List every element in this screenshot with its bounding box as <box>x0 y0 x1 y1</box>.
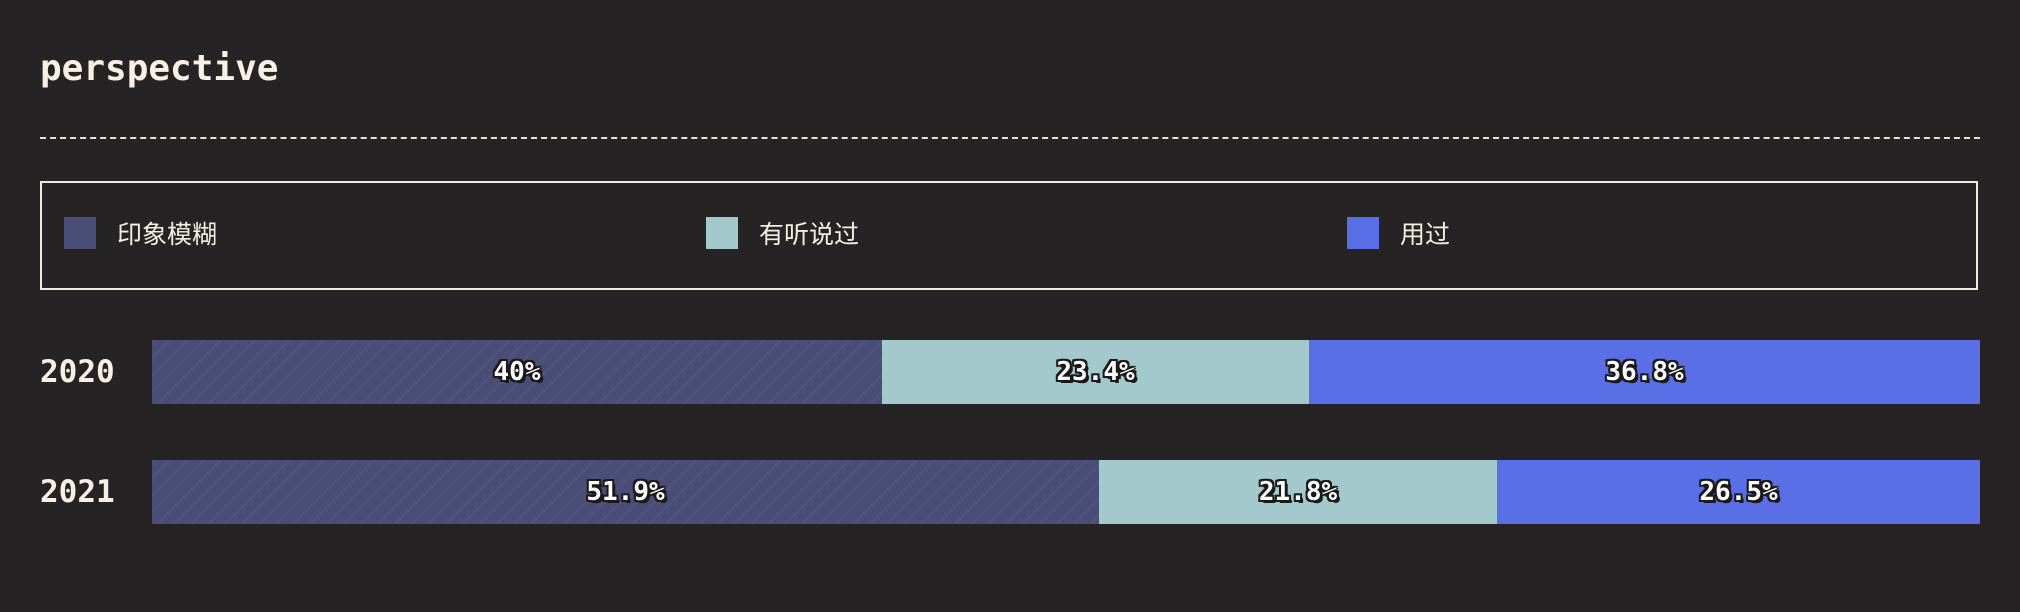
bar-row-2020: 2020 40% 23.4% 36.8% <box>40 340 1980 404</box>
legend-label-series-0: 印象模糊 <box>117 220 218 249</box>
bar-segment-2021-series-0[interactable]: 51.9% <box>152 460 1099 524</box>
data-label-2020-series-1: 23.4% <box>1056 357 1135 387</box>
bar-segment-2020-series-0[interactable]: 40% <box>152 340 882 404</box>
legend-item-series-2[interactable]: 用过 <box>1347 217 1450 249</box>
bar-segment-2021-series-1[interactable]: 21.8% <box>1099 460 1497 524</box>
data-label-2021-series-0: 51.9% <box>586 477 665 507</box>
category-label-2020: 2020 <box>40 354 115 390</box>
bar-track-2020: 40% 23.4% 36.8% <box>152 340 1980 404</box>
title-divider <box>40 137 1980 139</box>
bar-segment-2020-series-1[interactable]: 23.4% <box>882 340 1309 404</box>
data-label-2021-series-2: 26.5% <box>1699 477 1778 507</box>
data-label-2020-series-2: 36.8% <box>1605 357 1684 387</box>
legend-label-series-2: 用过 <box>1400 220 1451 249</box>
data-label-2021-series-1: 21.8% <box>1258 477 1338 507</box>
legend: 印象模糊 有听说过 用过 <box>40 181 1978 290</box>
legend-item-series-1[interactable]: 有听说过 <box>706 217 859 249</box>
bar-segment-2021-series-2[interactable]: 26.5% <box>1497 460 1980 524</box>
category-label-2021: 2021 <box>40 474 115 510</box>
legend-swatch-series-1 <box>706 217 738 249</box>
bar-track-2021: 51.9% 21.8% 26.5% <box>152 460 1980 524</box>
legend-item-series-0[interactable]: 印象模糊 <box>64 217 217 249</box>
legend-swatch-series-2 <box>1347 217 1379 249</box>
bar-row-2021: 2021 51.9% 21.8% 26.5% <box>40 460 1980 524</box>
bar-segment-2020-series-2[interactable]: 36.8% <box>1309 340 1980 404</box>
legend-label-series-1: 有听说过 <box>759 220 860 249</box>
data-label-2020-series-0: 40% <box>493 357 541 387</box>
legend-swatch-series-0 <box>64 217 96 249</box>
chart-title: perspective <box>40 48 279 89</box>
